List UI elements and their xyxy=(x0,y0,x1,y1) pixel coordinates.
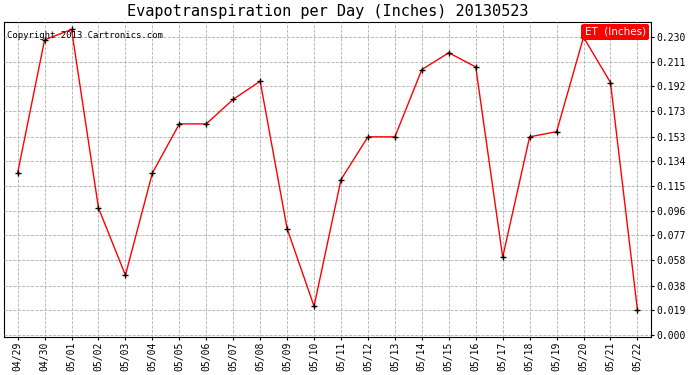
Text: Copyright 2013 Cartronics.com: Copyright 2013 Cartronics.com xyxy=(8,31,164,40)
Title: Evapotranspiration per Day (Inches) 20130523: Evapotranspiration per Day (Inches) 2013… xyxy=(127,4,529,19)
Legend: ET  (Inches): ET (Inches) xyxy=(582,24,649,40)
